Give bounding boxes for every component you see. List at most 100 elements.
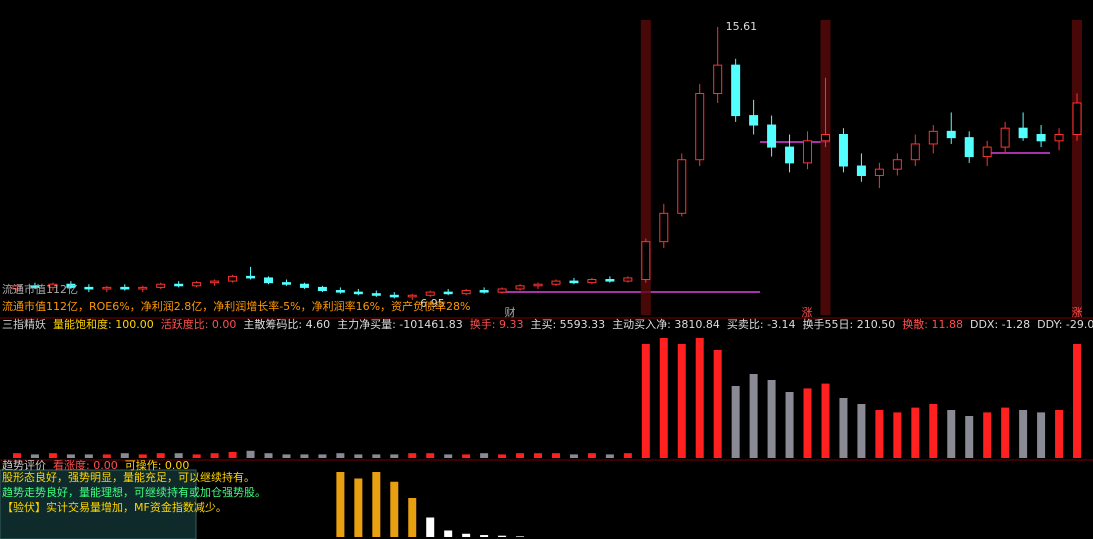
- volume-bar: [30, 454, 39, 458]
- trend-bar: [498, 535, 507, 537]
- highlight-column: [820, 20, 831, 315]
- volume-bar: [444, 454, 453, 458]
- volume-bar: [605, 454, 614, 458]
- trend-bar: [336, 472, 345, 537]
- volume-bar: [354, 454, 363, 458]
- volume-bar: [587, 453, 596, 458]
- volume-bar: [947, 410, 956, 458]
- candle-body: [749, 115, 759, 126]
- trend-bar: [372, 472, 381, 537]
- candle-body: [84, 286, 94, 290]
- indicator-value: 主散筹码比: 4.60: [243, 317, 330, 331]
- indicator-value: DDX: -1.28: [970, 318, 1030, 331]
- candle-body: [497, 288, 507, 293]
- volume-bar: [983, 412, 992, 458]
- candle-body: [1054, 133, 1064, 142]
- volume-bar: [965, 416, 974, 458]
- volume-bar: [695, 338, 704, 458]
- candle-body: [461, 290, 471, 295]
- candle-body: [910, 143, 920, 161]
- trend-bar: [390, 481, 399, 537]
- volume-bar: [66, 454, 75, 458]
- volume-bar: [569, 454, 578, 458]
- candle-body: [982, 146, 992, 158]
- trend-note: 【验伏】实计交易量增加，MF资金指数减少。: [2, 500, 227, 514]
- indicator-value: 量能饱和度: 100.00: [53, 317, 154, 331]
- candle-body: [820, 133, 830, 142]
- volume-bar: [911, 407, 920, 458]
- candle-body: [371, 293, 381, 296]
- trend-bar: [462, 533, 471, 537]
- candle-body: [695, 93, 705, 161]
- trend-bar: [426, 517, 435, 537]
- volume-bar: [210, 453, 219, 458]
- volume-bar: [516, 453, 525, 458]
- volume-bar: [1001, 407, 1010, 458]
- candle-body: [102, 286, 112, 290]
- highlight-column: [640, 20, 651, 315]
- volume-bar: [785, 392, 794, 458]
- volume-bar: [390, 454, 399, 458]
- candle-body: [228, 275, 238, 282]
- candle-body: [928, 130, 938, 145]
- trend-bar: [354, 478, 363, 537]
- candle-body: [156, 283, 166, 288]
- candle-body: [30, 285, 40, 288]
- volume-bar: [857, 404, 866, 458]
- note-box: [0, 469, 197, 539]
- trend-note: 股形态良好，强势明显，量能充足，可以继续持有。: [2, 470, 255, 484]
- volume-bar: [659, 338, 668, 458]
- volume-bar: [336, 453, 345, 458]
- trend-value: 看涨度: 0.00: [53, 458, 118, 472]
- indicator-value: 活跃度比: 0.00: [161, 317, 237, 331]
- candle-body: [587, 279, 597, 284]
- indicator-value: DDY: -29.00: [1037, 318, 1093, 331]
- candle-body: [1000, 127, 1010, 148]
- volume-bar: [767, 380, 776, 458]
- candle-body: [66, 283, 76, 288]
- volume-bar: [318, 454, 327, 458]
- candle-body: [264, 277, 274, 284]
- volume-bar: [1019, 410, 1028, 458]
- candle-body: [210, 280, 220, 284]
- volume-bar: [1055, 410, 1064, 458]
- volume-bar: [462, 454, 471, 458]
- candle-body: [479, 290, 489, 293]
- candle-body: [623, 277, 633, 282]
- candle-body: [838, 133, 848, 167]
- volume-bar: [534, 453, 543, 458]
- indicator-value: 换手55日: 210.50: [803, 317, 896, 331]
- candle-body: [192, 282, 202, 287]
- candle-body: [551, 280, 561, 285]
- info-line: 流通市值112亿: [2, 282, 78, 296]
- volume-bar: [246, 450, 255, 458]
- volume-bar: [372, 454, 381, 458]
- trend-value: 可操作: 0.00: [125, 458, 190, 472]
- volume-bar: [282, 454, 291, 458]
- candle-body: [353, 291, 363, 295]
- indicator-value: 主动买入净: 3810.84: [612, 317, 720, 331]
- indicator-value: 三指精妖: [2, 317, 46, 331]
- candle-body: [874, 168, 884, 176]
- candle-body: [443, 291, 453, 295]
- volume-bar: [929, 404, 938, 458]
- volume-bar: [821, 383, 830, 458]
- volume-bar: [677, 344, 686, 458]
- signal-marker: 财: [505, 305, 516, 319]
- volume-bar: [551, 453, 560, 458]
- candle-body: [12, 285, 22, 290]
- candle-body: [407, 294, 417, 298]
- candle-body: [1036, 133, 1046, 142]
- candle-body: [641, 241, 651, 281]
- candle-body: [299, 283, 309, 288]
- candle-body: [515, 285, 525, 290]
- volume-bar: [731, 386, 740, 458]
- volume-bar: [12, 453, 21, 458]
- indicator-value: 换手: 9.33: [470, 317, 524, 331]
- candle-body: [803, 140, 813, 164]
- candle-body: [174, 283, 184, 287]
- candle-body: [425, 291, 435, 296]
- volume-bar: [102, 454, 111, 458]
- volume-bar: [138, 454, 147, 458]
